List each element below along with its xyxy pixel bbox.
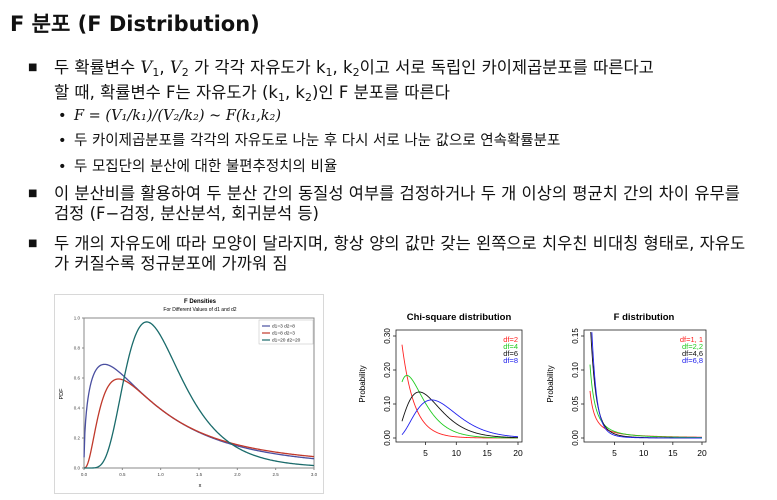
series-line-2 bbox=[401, 375, 518, 439]
f-densities-chart: F Densities For Different Values of d1 a… bbox=[54, 294, 324, 494]
sub-bullet-3: • 두 모집단의 분산에 대한 불편추정치의 비율 bbox=[58, 158, 748, 176]
bullet-1-line2-mid: , k bbox=[284, 83, 305, 102]
sub-bullet-formula: • F = (V₁/k₁)/(V₂/k₂) ~ F(k₁,k₂) bbox=[58, 107, 748, 125]
sub-bullet-2: • 두 카이제곱분포를 각각의 자유도로 나눈 후 다시 서로 나눈 값으로 연… bbox=[58, 132, 748, 150]
y-tick-label: 1.0 bbox=[74, 316, 81, 321]
page-title: F 분포 (F Distribution) bbox=[10, 12, 260, 36]
y-tick-label: 0.8 bbox=[74, 346, 81, 351]
series-line-2 bbox=[589, 364, 702, 438]
y-axis-label: PDF bbox=[59, 388, 65, 400]
y-tick-label: 0.20 bbox=[383, 362, 392, 378]
bullet-3-text: 두 개의 자유도에 따라 모양이 달라지며, 항상 양의 값만 갖는 왼쪽으로 … bbox=[54, 234, 746, 273]
y-tick-label: 0.10 bbox=[383, 396, 392, 412]
chart-title: F Densities bbox=[184, 299, 217, 305]
x-tick-label: 0.5 bbox=[119, 472, 126, 477]
bullet-1-pre: 두 확률변수 bbox=[54, 58, 141, 77]
line2-k2-sub: 2 bbox=[304, 91, 312, 104]
k1-sub: 1 bbox=[325, 66, 333, 79]
bullet-2-text: 이 분산비를 활용하여 두 분산 간의 동질성 여부를 검정하거나 두 개 이상… bbox=[54, 184, 740, 223]
bullet-marker: ■ bbox=[28, 188, 38, 199]
k2-sub: 2 bbox=[352, 66, 360, 79]
sub-bullet-3-text: 두 모집단의 분산에 대한 불편추정치의 비율 bbox=[74, 159, 338, 175]
bullet-1-post: 이고 서로 독립인 카이제곱분포를 따른다고 bbox=[359, 58, 654, 77]
y-axis-label: Probability bbox=[358, 365, 367, 402]
sub-bullet-marker: • bbox=[58, 133, 67, 149]
y-axis-label: Probability bbox=[546, 365, 555, 402]
bullet-1-mid2: , k bbox=[332, 58, 353, 77]
f-distribution-chart: F distribution Probability 5 10 15 20 0.00 0.… bbox=[546, 312, 707, 458]
var-v2-sub: 2 bbox=[181, 66, 189, 79]
y-tick-label: 0.30 bbox=[383, 328, 392, 344]
legend-label: d1=20 d2=20 bbox=[272, 338, 301, 344]
bullet-1-line2-post: )인 F 분포를 따른다 bbox=[311, 83, 450, 102]
legend-label: df=2,2 bbox=[682, 342, 703, 351]
y-tick-label: 0.00 bbox=[383, 430, 392, 446]
x-tick-label: 2.5 bbox=[273, 472, 280, 477]
chart-title: F distribution bbox=[614, 312, 675, 323]
bullet-1-mid1: 가 각각 자유도가 k bbox=[188, 58, 326, 77]
y-tick-label: 0.4 bbox=[74, 406, 81, 411]
y-tick-label: 0.15 bbox=[571, 328, 580, 344]
series-line-4 bbox=[401, 399, 519, 438]
sub-bullet-marker: • bbox=[58, 108, 67, 124]
x-tick-label: 2.0 bbox=[234, 472, 241, 477]
var-v2: V bbox=[169, 58, 182, 77]
x-tick-label: 15 bbox=[482, 448, 492, 458]
x-tick-label: 10 bbox=[452, 448, 462, 458]
x-tick-label: 3.0 bbox=[311, 472, 318, 477]
x-tick-label: 1.0 bbox=[158, 472, 165, 477]
legend-label: df=8 bbox=[503, 356, 518, 365]
sub-bullet-2-text: 두 카이제곱분포를 각각의 자유도로 나눈 후 다시 서로 나눈 값으로 연속확… bbox=[74, 133, 561, 149]
series-line-3 bbox=[401, 391, 519, 439]
legend-label: df=6,8 bbox=[682, 356, 703, 365]
bullet-1-comma: , bbox=[159, 58, 170, 77]
series-line-2 bbox=[84, 378, 315, 469]
chart-title: Chi-square distribution bbox=[407, 312, 512, 323]
y-tick-label: 0.05 bbox=[571, 396, 580, 412]
formula-text: F = (V₁/k₁)/(V₂/k₂) ~ F(k₁,k₂) bbox=[74, 108, 282, 124]
plot-area bbox=[583, 329, 707, 443]
y-tick-label: 0.2 bbox=[74, 436, 81, 441]
y-tick-label: 0.6 bbox=[74, 376, 81, 381]
legend-label: df=4,6 bbox=[682, 349, 703, 358]
series-line-4 bbox=[591, 332, 702, 439]
var-v1-sub: 1 bbox=[152, 66, 160, 79]
y-tick-label: 0.0 bbox=[74, 466, 81, 471]
bullet-marker: ■ bbox=[28, 62, 38, 73]
legend-label: df=1, 1 bbox=[680, 335, 703, 344]
x-axis-label: x bbox=[199, 483, 202, 489]
legend-label: d1=8 d2=3 bbox=[272, 331, 295, 337]
x-tick-label: 20 bbox=[697, 448, 707, 458]
y-tick-label: 0.00 bbox=[571, 430, 580, 446]
bullet-marker: ■ bbox=[28, 238, 38, 249]
x-tick-label: 0.0 bbox=[81, 472, 88, 477]
x-tick-label: 10 bbox=[639, 448, 649, 458]
bullet-2: ■ 이 분산비를 활용하여 두 분산 간의 동질성 여부를 검정하거나 두 개 … bbox=[28, 184, 760, 224]
legend-label: df=2 bbox=[503, 335, 518, 344]
x-tick-label: 20 bbox=[513, 448, 523, 458]
bullet-1-line2-pre: 할 때, 확률변수 F는 자유도가 (k bbox=[54, 83, 278, 102]
y-tick-label: 0.10 bbox=[571, 362, 580, 378]
legend-label: d1=3 d2=8 bbox=[272, 324, 295, 330]
x-tick-label: 15 bbox=[668, 448, 678, 458]
bullet-1: ■ 두 확률변수 V1, V2 가 각각 자유도가 k1, k2이고 서로 독립… bbox=[28, 58, 760, 108]
legend-label: df=4 bbox=[503, 342, 518, 351]
sub-bullet-marker: • bbox=[58, 159, 67, 175]
x-tick-label: 5 bbox=[423, 448, 428, 458]
chart-subtitle: For Different Values of d1 and d2 bbox=[163, 307, 236, 313]
x-tick-label: 1.5 bbox=[196, 472, 203, 477]
plot-area bbox=[395, 329, 523, 443]
x-tick-label: 5 bbox=[612, 448, 617, 458]
legend-label: df=6 bbox=[503, 349, 518, 358]
bullet-1-text: 두 확률변수 V1, V2 가 각각 자유도가 k1, k2이고 서로 독립인 … bbox=[54, 58, 760, 108]
var-v1: V bbox=[140, 58, 153, 77]
series-line-3 bbox=[84, 321, 315, 469]
line2-k1-sub: 1 bbox=[277, 91, 285, 104]
chi-square-chart: Chi-square distribution Probability 5 10 1… bbox=[358, 312, 523, 458]
bullet-3: ■ 두 개의 자유도에 따라 모양이 달라지며, 항상 양의 값만 갖는 왼쪽으… bbox=[28, 234, 760, 274]
